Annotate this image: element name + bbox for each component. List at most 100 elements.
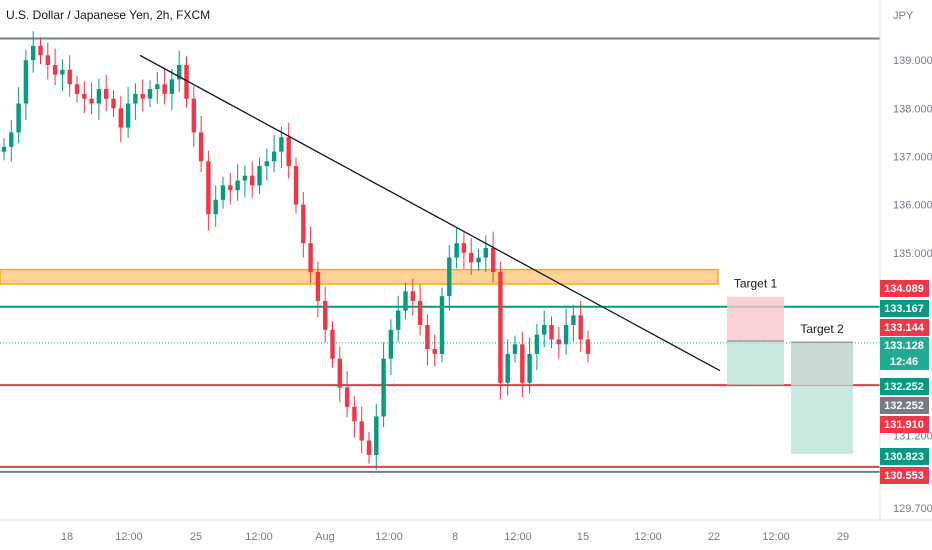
x-tick-label: Aug [315, 531, 335, 543]
candle-body [271, 151, 277, 162]
candle-body [447, 257, 452, 297]
candle-body [337, 358, 342, 388]
price-badge [880, 337, 929, 354]
candle-body [45, 55, 50, 65]
candle-body [293, 166, 299, 205]
price-badge [880, 378, 929, 395]
candle-body [155, 84, 160, 90]
price-badge-label: 130.553 [884, 470, 924, 482]
price-badge [880, 416, 929, 433]
x-tick-label: 22 [708, 531, 720, 543]
candle-body [490, 247, 496, 273]
price-badge [880, 280, 929, 297]
candle-body [454, 243, 459, 258]
candle-body [104, 89, 109, 99]
candle-body [125, 103, 131, 128]
currency-label: JPY [893, 10, 914, 22]
y-tick-label: 129.700 [893, 503, 932, 515]
target-profit-zone [727, 341, 784, 386]
candle-body [60, 69, 65, 75]
candle-body [483, 247, 488, 258]
target-profit-zone [791, 342, 853, 454]
price-badge [880, 397, 929, 414]
candle-body [396, 310, 401, 330]
candle-body [534, 334, 540, 354]
candle-body [82, 93, 87, 99]
candle-body [505, 353, 510, 383]
candle-body [417, 300, 423, 325]
candle-body [118, 108, 123, 128]
candle-body [425, 325, 430, 350]
candle-body [89, 98, 94, 104]
candle-body [301, 204, 306, 244]
candle-body [286, 137, 291, 167]
candle-body [96, 89, 102, 104]
y-tick-label: 137.000 [893, 151, 932, 163]
candle-body [556, 339, 561, 345]
candle-body [250, 175, 255, 186]
price-badge-label: 133.128 [884, 340, 924, 352]
candle-body [578, 315, 583, 340]
candle-body [366, 440, 372, 455]
candle-body [162, 84, 167, 94]
candle-body [1, 146, 7, 152]
target-label: Target 1 [734, 277, 778, 291]
candle-body [74, 84, 80, 94]
target-stop-zone [727, 296, 784, 342]
x-tick-label: 29 [837, 531, 849, 543]
candle-body [257, 166, 262, 186]
candle-body [381, 358, 386, 417]
price-badge-label: 130.823 [884, 451, 924, 463]
candle-body [184, 65, 189, 99]
candle-body [16, 103, 21, 133]
price-badge [880, 300, 929, 317]
y-tick-label: 135.000 [893, 248, 932, 260]
price-badge-label: 133.144 [884, 322, 925, 334]
x-tick-label: 25 [190, 531, 202, 543]
candle-body [476, 257, 481, 263]
candle-body [323, 300, 328, 330]
y-tick-label: 139.000 [893, 55, 932, 67]
price-badge [880, 448, 929, 465]
candle-body [133, 93, 138, 104]
candle-body [308, 243, 313, 273]
candle-body [67, 69, 72, 85]
candle-body [242, 175, 248, 181]
candle-body [315, 272, 321, 301]
x-tick-label: 12:00 [375, 531, 403, 543]
x-tick-label: 12:00 [762, 531, 790, 543]
candle-body [571, 315, 576, 325]
candle-body [191, 98, 196, 133]
price-badge [880, 353, 929, 370]
candle-body [344, 387, 350, 407]
candle-body [206, 161, 211, 215]
x-tick-label: 12:00 [115, 531, 143, 543]
candle-body [228, 185, 233, 191]
y-tick-label: 136.000 [893, 200, 932, 212]
price-badge-label: 132.252 [884, 381, 924, 393]
candle-body [9, 132, 14, 147]
candle-body [264, 161, 269, 167]
candle-body [359, 421, 364, 441]
candle-body [220, 185, 226, 200]
price-badge-label: 132.252 [884, 400, 924, 412]
candle-body [388, 329, 394, 359]
candle-body [235, 180, 240, 191]
candle-body [140, 93, 145, 99]
candle-body [38, 45, 43, 56]
candle-body [439, 296, 445, 354]
candle-body [111, 98, 116, 109]
candle-body [410, 291, 415, 301]
x-tick-label: 12:00 [634, 531, 662, 543]
candle-body [147, 89, 153, 99]
candle-body [461, 243, 467, 253]
candle-body [330, 329, 335, 359]
candle-body [352, 406, 357, 422]
candle-body [498, 272, 503, 383]
y-tick-label: 131.200 [893, 431, 932, 443]
price-badge-label: 131.910 [884, 419, 924, 431]
x-tick-label: 12:00 [245, 531, 273, 543]
candle-body [177, 65, 182, 80]
price-badge [880, 319, 929, 336]
